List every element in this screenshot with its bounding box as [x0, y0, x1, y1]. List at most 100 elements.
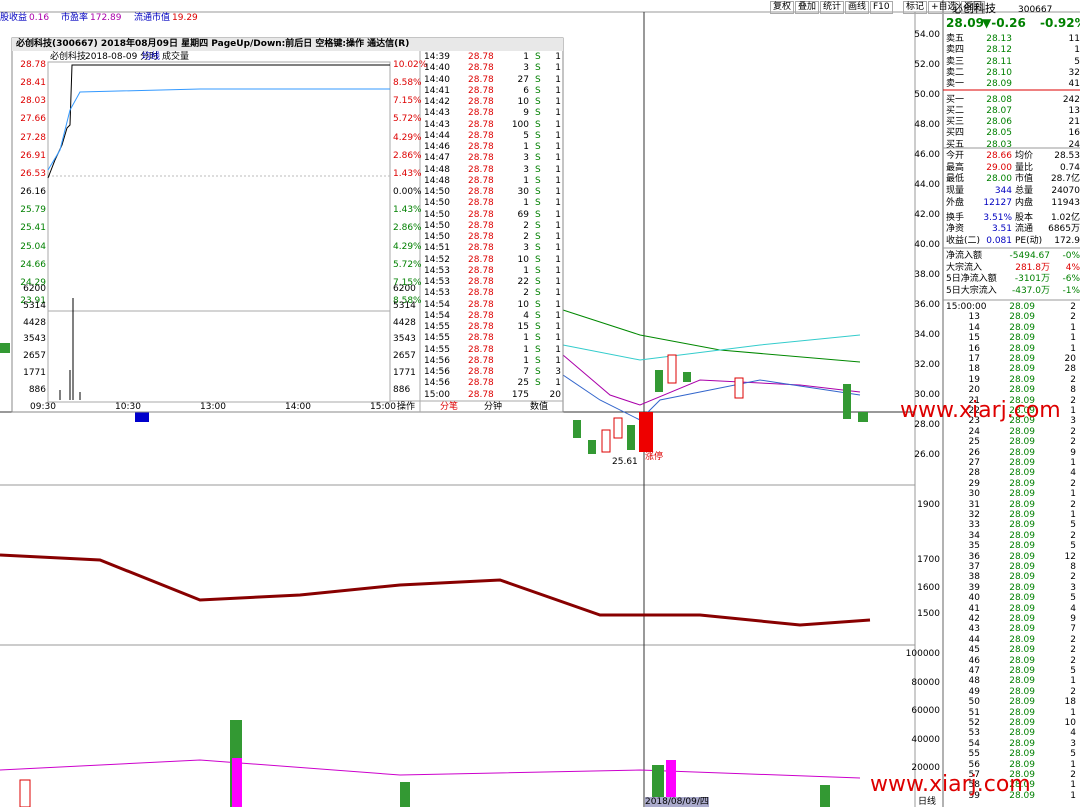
toolbar-button[interactable]: 统计	[820, 1, 845, 14]
tick-count: 1	[555, 175, 561, 186]
pct-axis-label: 7.15%	[393, 277, 422, 288]
stat-label: 股收益	[0, 13, 28, 23]
tick-time: 34	[968, 530, 980, 541]
tick-price: 28.78	[468, 299, 494, 310]
tick-price: 28.09	[1009, 395, 1035, 406]
tick-count: 1	[555, 108, 561, 119]
tick-count: 1	[555, 288, 561, 299]
tick-price: 28.09	[1009, 343, 1035, 354]
pct-axis-label: 10.02%	[393, 60, 428, 70]
time-axis-label: 15:00	[370, 402, 396, 412]
volume-axis-label: 5314	[393, 300, 416, 311]
price-axis-label: 38.00	[914, 270, 940, 280]
popup-tab[interactable]: 操作	[397, 402, 416, 412]
tick-volume: 9	[1070, 614, 1076, 624]
tick-volume: 28	[1064, 364, 1076, 375]
tick-price: 28.09	[1009, 603, 1035, 614]
volume-axis-label: 5314	[23, 300, 46, 311]
tick-time: 40	[968, 593, 980, 604]
stat-label: 市盈率	[61, 13, 89, 23]
tick-volume: 1	[1070, 707, 1076, 718]
tick-volume: 8	[1070, 562, 1076, 572]
tick-price: 28.78	[468, 322, 494, 332]
tick-time: 14:46	[424, 142, 450, 152]
tick-price: 28.09	[1009, 416, 1035, 427]
tick-volume: 10	[517, 299, 529, 310]
flow-label: 净流入额	[946, 251, 983, 261]
tick-time: 58	[968, 780, 980, 791]
tick-volume: 22	[517, 277, 529, 287]
tick-side: S	[535, 164, 541, 175]
stat-label: 现量	[946, 186, 965, 197]
flow-value: -3101万	[1014, 274, 1050, 284]
tick-volume: 4	[523, 310, 529, 321]
price-axis-label: 25.79	[20, 205, 46, 216]
price-axis-label: 28.00	[914, 420, 940, 430]
tick-time: 45	[968, 645, 980, 656]
toolbar-button[interactable]: 复权	[770, 1, 795, 14]
stat-label: 换手	[946, 212, 965, 223]
tick-price: 28.09	[1009, 697, 1035, 708]
time-axis-label: 14:00	[285, 402, 311, 412]
flow-pct: 4%	[1065, 262, 1080, 273]
tick-volume: 1	[1070, 333, 1076, 344]
tick-volume: 1	[523, 52, 529, 62]
tick-side: S	[535, 277, 541, 287]
tick-price: 28.09	[1009, 749, 1035, 760]
toolbar-button[interactable]: F10	[870, 1, 893, 14]
tick-time: 47	[968, 666, 980, 676]
flow-value: 281.8万	[1015, 262, 1050, 273]
tick-time: 24	[968, 426, 980, 437]
tick-volume: 15	[517, 322, 529, 332]
tick-price: 28.09	[1009, 572, 1035, 583]
tick-price: 28.78	[468, 130, 494, 141]
stat-label: 均价	[1015, 151, 1034, 161]
watermark: www.xiarj.com	[870, 772, 1031, 797]
volume-axis-label: 100000	[905, 649, 940, 659]
tick-price: 28.78	[468, 97, 494, 107]
popup-tab[interactable]: 分笔	[440, 402, 459, 412]
toolbar-button[interactable]: 返回	[961, 1, 986, 14]
tick-side: S	[535, 63, 541, 74]
tick-count: 1	[555, 142, 561, 152]
tick-side: S	[535, 243, 541, 254]
toolbar-button[interactable]: 标记	[903, 1, 928, 14]
tick-time: 14:48	[424, 164, 450, 175]
tick-count: 1	[555, 277, 561, 287]
tick-time: 14:40	[424, 63, 450, 74]
tick-price: 28.09	[1009, 468, 1035, 479]
tick-time: 18	[968, 364, 980, 375]
tick-time: 43	[968, 624, 980, 635]
tick-time: 46	[968, 655, 980, 666]
toolbar-button[interactable]: +自选	[928, 1, 960, 14]
tick-time: 19	[968, 374, 980, 385]
volume-bars	[19, 720, 830, 807]
pct-axis-label: 1.43%	[393, 205, 422, 216]
tick-time: 32	[968, 510, 980, 520]
tick-price: 28.09	[1009, 759, 1035, 770]
popup-tab[interactable]: 分钟	[484, 402, 503, 412]
popup-subtitle: 必创科技	[50, 52, 87, 62]
tick-time: 14:41	[424, 85, 450, 96]
tick-time: 14:50	[424, 220, 450, 231]
toolbar-button[interactable]: 叠加	[795, 1, 820, 14]
tick-time: 48	[968, 676, 980, 687]
tick-volume: 2	[1070, 645, 1076, 656]
stat-value: 344	[994, 186, 1012, 197]
tick-price: 28.78	[468, 198, 494, 209]
price-axis-label: 27.28	[20, 132, 46, 143]
tick-volume: 3	[1070, 582, 1076, 593]
tick-price: 28.09	[1009, 437, 1035, 448]
tick-price: 28.09	[1009, 645, 1035, 656]
tick-time: 21	[968, 395, 980, 406]
toolbar-button[interactable]: 画线	[845, 1, 870, 14]
tick-price: 28.09	[1009, 614, 1035, 624]
tick-count: 1	[555, 130, 561, 141]
tick-count: 1	[555, 209, 561, 220]
stat-value: 28.66	[986, 151, 1012, 161]
tick-price: 28.78	[468, 63, 494, 74]
popup-tab[interactable]: 数值	[530, 402, 549, 412]
tick-time: 14:50	[424, 232, 450, 242]
stat-value: 29.00	[986, 162, 1012, 173]
stat-value: 19.29	[172, 13, 198, 23]
